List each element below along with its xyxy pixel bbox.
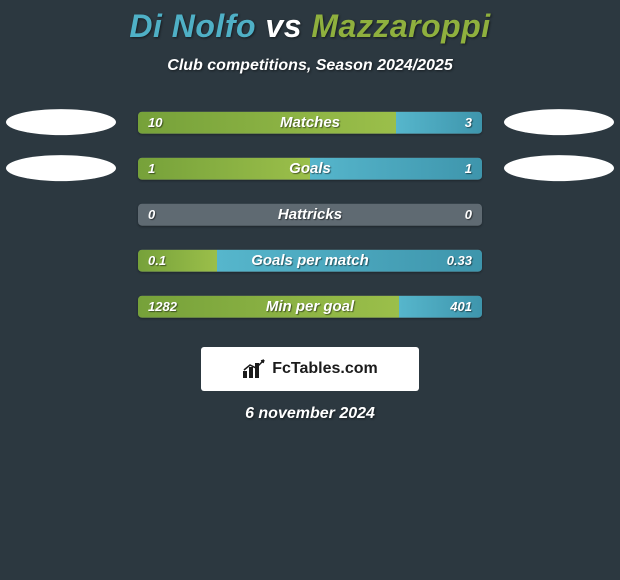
brand-box: FcTables.com [201, 347, 419, 391]
left-segment [138, 158, 310, 180]
stat-row: 0.10.33Goals per match [0, 241, 620, 287]
vs-text: vs [256, 8, 311, 44]
page-title: Di Nolfo vs Mazzaroppi [0, 0, 620, 45]
left-segment [138, 250, 217, 272]
right-segment [310, 158, 482, 180]
player-a-name: Di Nolfo [129, 8, 256, 44]
right-value: 0 [465, 207, 472, 222]
right-segment [217, 250, 482, 272]
player-a-badge [6, 155, 116, 181]
stat-bar: 1282401Min per goal [138, 296, 482, 318]
left-segment [138, 112, 396, 134]
stat-row: 11Goals [0, 149, 620, 195]
player-b-badge [504, 155, 614, 181]
stat-row: 1282401Min per goal [0, 287, 620, 333]
stat-bar: 0.10.33Goals per match [138, 250, 482, 272]
stat-bar: 0 0Hattricks [138, 204, 482, 226]
stat-bar: 103Matches [138, 112, 482, 134]
left-value: 0 [148, 207, 155, 222]
stat-name: Hattricks [138, 206, 482, 223]
comparison-infographic: Di Nolfo vs Mazzaroppi Club competitions… [0, 0, 620, 580]
stat-bar: 11Goals [138, 158, 482, 180]
player-b-name: Mazzaroppi [311, 8, 490, 44]
right-segment [399, 296, 482, 318]
bar-chart-icon [242, 359, 266, 379]
subtitle: Club competitions, Season 2024/2025 [0, 57, 620, 75]
stat-row: 0 0Hattricks [0, 195, 620, 241]
player-b-badge [504, 109, 614, 135]
player-a-badge [6, 109, 116, 135]
right-segment [396, 112, 482, 134]
stat-row: 103Matches [0, 103, 620, 149]
stat-rows: 103Matches 11Goals 0 0Hattricks 0.10.33Goals… [0, 103, 620, 333]
brand-text: FcTables.com [272, 360, 378, 378]
date: 6 november 2024 [0, 405, 620, 423]
left-segment [138, 296, 399, 318]
